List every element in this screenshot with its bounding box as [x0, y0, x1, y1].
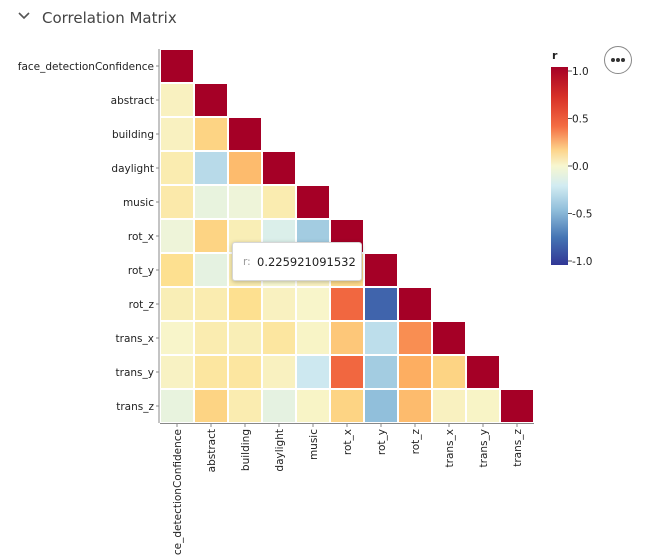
heatmap-cell[interactable]: [229, 152, 261, 184]
heatmap-cell[interactable]: [195, 288, 227, 320]
heatmap-cell[interactable]: [331, 390, 363, 422]
heatmap-cell[interactable]: [161, 84, 193, 116]
x-tick-label: trans_x: [444, 429, 456, 467]
heatmap-cell[interactable]: [229, 356, 261, 388]
heatmap-cell[interactable]: [263, 186, 295, 218]
heatmap-cell[interactable]: [399, 390, 431, 422]
more-options-button[interactable]: [604, 46, 632, 74]
y-tick-label: rot_y: [128, 265, 154, 277]
heatmap-cell[interactable]: [365, 322, 397, 354]
heatmap-cell[interactable]: [263, 390, 295, 422]
heatmap-cell[interactable]: [195, 390, 227, 422]
heatmap-cell[interactable]: [195, 118, 227, 150]
heatmap-cell[interactable]: [161, 152, 193, 184]
heatmap-cell[interactable]: [297, 390, 329, 422]
heatmap-cell[interactable]: [229, 322, 261, 354]
x-tick-label: trans_y: [478, 429, 490, 467]
heatmap-cell[interactable]: [365, 254, 397, 286]
heatmap-cell[interactable]: [195, 84, 227, 116]
heatmap-cell[interactable]: [365, 356, 397, 388]
heatmap-cell[interactable]: [195, 152, 227, 184]
heatmap-cell[interactable]: [195, 356, 227, 388]
heatmap-cell[interactable]: [297, 288, 329, 320]
heatmap-cell[interactable]: [161, 118, 193, 150]
heatmap-cell[interactable]: [263, 152, 295, 184]
heatmap-cell[interactable]: [433, 390, 465, 422]
y-tick-label: abstract: [111, 95, 154, 107]
heatmap-cell[interactable]: [263, 288, 295, 320]
x-tick-label: abstract: [206, 429, 218, 472]
colorbar-tick-label: -1.0: [572, 256, 593, 268]
y-tick-label: trans_x: [116, 333, 154, 345]
heatmap-cell[interactable]: [331, 322, 363, 354]
heatmap-cell[interactable]: [195, 186, 227, 218]
tooltip-key: r:: [243, 256, 251, 268]
heatmap-cell[interactable]: [161, 390, 193, 422]
colorbar-tick-label: 0.0: [572, 161, 589, 173]
heatmap-cell[interactable]: [331, 288, 363, 320]
colorbar-label: r: [552, 49, 558, 62]
heatmap-cell[interactable]: [365, 390, 397, 422]
heatmap-cell[interactable]: [297, 186, 329, 218]
y-tick-label: trans_y: [116, 367, 154, 379]
y-tick-label: rot_x: [128, 231, 154, 243]
x-tick-label: rot_y: [376, 429, 388, 455]
heatmap-cell[interactable]: [195, 220, 227, 252]
menu-dot: [616, 58, 620, 62]
x-tick-label: music: [308, 429, 320, 460]
heatmap-cell[interactable]: [229, 288, 261, 320]
x-tick-label: daylight: [274, 429, 286, 472]
x-tick-label: rot_z: [410, 429, 422, 455]
heatmap-cell[interactable]: [433, 356, 465, 388]
heatmap-cell[interactable]: [161, 288, 193, 320]
colorbar: [551, 67, 568, 265]
heatmap-cell[interactable]: [161, 356, 193, 388]
menu-dot: [621, 58, 625, 62]
heatmap-cell[interactable]: [229, 118, 261, 150]
heatmap-cell[interactable]: [195, 254, 227, 286]
colorbar-tick-label: 1.0: [572, 66, 589, 78]
more-horizontal-icon: [611, 58, 615, 62]
x-tick-label: trans_z: [512, 429, 524, 467]
heatmap-cell[interactable]: [229, 186, 261, 218]
section-header: Correlation Matrix: [0, 0, 647, 36]
heatmap-cell[interactable]: [501, 390, 533, 422]
y-tick-label: rot_z: [129, 299, 155, 311]
heatmap-cell[interactable]: [399, 288, 431, 320]
tooltip-value: 0.225921091532: [257, 255, 356, 269]
colorbar-tick-label: -0.5: [572, 209, 593, 221]
heatmap-cell[interactable]: [399, 356, 431, 388]
heatmap-cell[interactable]: [161, 220, 193, 252]
heatmap-cell[interactable]: [399, 322, 431, 354]
y-tick-label: music: [123, 197, 154, 209]
heatmap-cell[interactable]: [161, 50, 193, 82]
chevron-down-icon[interactable]: [14, 6, 34, 26]
heatmap-cell[interactable]: [161, 254, 193, 286]
heatmap-cell[interactable]: [195, 322, 227, 354]
heatmap-cell[interactable]: [365, 288, 397, 320]
heatmap-cell[interactable]: [297, 322, 329, 354]
y-tick-label: daylight: [111, 163, 154, 175]
section-title: Correlation Matrix: [42, 9, 177, 27]
heatmap-cell[interactable]: [467, 356, 499, 388]
heatmap-cell[interactable]: [433, 322, 465, 354]
heatmap-cell[interactable]: [297, 356, 329, 388]
y-tick-label: face_detectionConfidence: [18, 61, 154, 73]
heatmap-cell[interactable]: [263, 356, 295, 388]
x-tick-label: building: [240, 429, 252, 471]
y-tick-label: trans_z: [116, 401, 154, 413]
heatmap-cell[interactable]: [467, 390, 499, 422]
heatmap-cell[interactable]: [229, 390, 261, 422]
heatmap-cell[interactable]: [263, 322, 295, 354]
colorbar-tick-label: 0.5: [572, 114, 589, 126]
heatmap-cell[interactable]: [161, 186, 193, 218]
x-tick-label: rot_x: [342, 429, 354, 455]
heatmap-cell[interactable]: [161, 322, 193, 354]
x-tick-label: face_detectionConfidence: [172, 429, 184, 556]
y-tick-label: building: [112, 129, 154, 141]
heatmap-cell[interactable]: [331, 356, 363, 388]
value-tooltip: r: 0.225921091532: [232, 242, 362, 281]
